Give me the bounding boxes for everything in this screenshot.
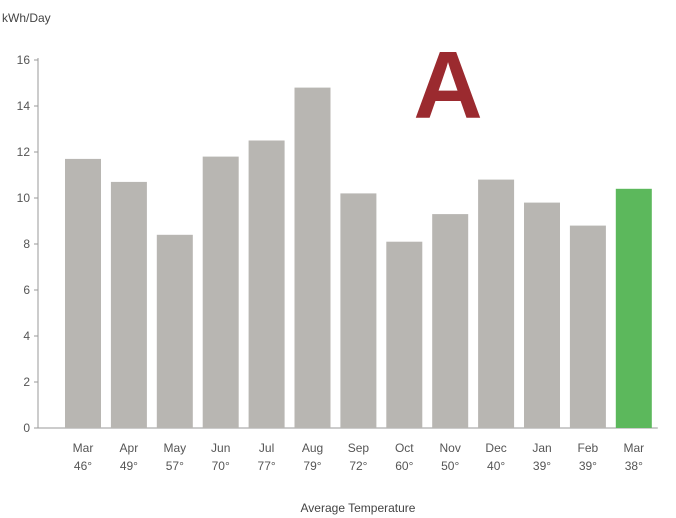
y-tick-label: 14 <box>17 99 31 113</box>
bar-dec-9 <box>478 179 515 428</box>
x-tick-month-label: Oct <box>395 441 414 455</box>
x-tick-temperature-label: 77° <box>258 459 276 473</box>
y-axis-title: kWh/Day <box>2 11 51 25</box>
panel-label: A <box>413 32 482 139</box>
x-tick-month-label: Jun <box>211 441 230 455</box>
x-tick-month-label: Aug <box>302 441 323 455</box>
y-tick-label: 10 <box>17 191 31 205</box>
x-tick-month-label: Sep <box>348 441 370 455</box>
x-tick-temperature-label: 38° <box>625 459 643 473</box>
x-tick-temperature-label: 57° <box>166 459 184 473</box>
x-axis-title: Average Temperature <box>301 501 416 515</box>
x-tick-month-label: Jul <box>259 441 274 455</box>
y-tick-label: 4 <box>23 329 30 343</box>
bar-mar-12 <box>615 188 652 428</box>
bar-jan-10 <box>524 202 560 428</box>
bar-oct-7 <box>386 241 423 428</box>
x-tick-month-label: Mar <box>623 441 644 455</box>
bar-feb-11 <box>569 225 606 428</box>
x-tick-month-label: Jan <box>532 441 551 455</box>
bar-jul-4 <box>248 140 285 428</box>
y-tick-label: 0 <box>23 421 30 435</box>
x-tick-month-label: Apr <box>120 441 139 455</box>
bar-aug-5 <box>294 87 331 428</box>
x-tick-month-label: Nov <box>440 441 461 455</box>
x-tick-labels: Mar 46° Apr 49° May 57° Jun 70° Jul 77° Aug 79° Sep 7… <box>73 441 644 473</box>
bar-jun-3 <box>202 156 239 428</box>
x-tick-month-label: Mar <box>73 441 94 455</box>
x-tick-temperature-label: 40° <box>487 459 505 473</box>
x-tick-month-label: Dec <box>485 441 506 455</box>
x-tick-temperature-label: 70° <box>212 459 230 473</box>
y-tick-label: 6 <box>23 283 30 297</box>
y-tick-label: 12 <box>17 145 31 159</box>
y-tick-label: 16 <box>17 53 31 67</box>
x-tick-temperature-label: 39° <box>533 459 551 473</box>
bar-apr-1 <box>110 181 147 428</box>
x-tick-temperature-label: 72° <box>349 459 367 473</box>
x-tick-temperature-label: 46° <box>74 459 92 473</box>
bar-mar-0 <box>65 158 101 428</box>
x-tick-month-label: May <box>163 441 186 455</box>
bar-sep-6 <box>340 193 377 428</box>
y-tick-label: 8 <box>23 237 30 251</box>
x-tick-temperature-label: 49° <box>120 459 138 473</box>
bar-may-2 <box>156 234 193 428</box>
x-tick-temperature-label: 60° <box>395 459 413 473</box>
x-tick-temperature-label: 79° <box>303 459 321 473</box>
bars <box>65 87 652 428</box>
y-tick-label: 2 <box>23 375 30 389</box>
bar-nov-8 <box>432 214 469 428</box>
x-tick-temperature-label: 39° <box>579 459 597 473</box>
x-tick-temperature-label: 50° <box>441 459 459 473</box>
x-tick-month-label: Feb <box>578 441 599 455</box>
